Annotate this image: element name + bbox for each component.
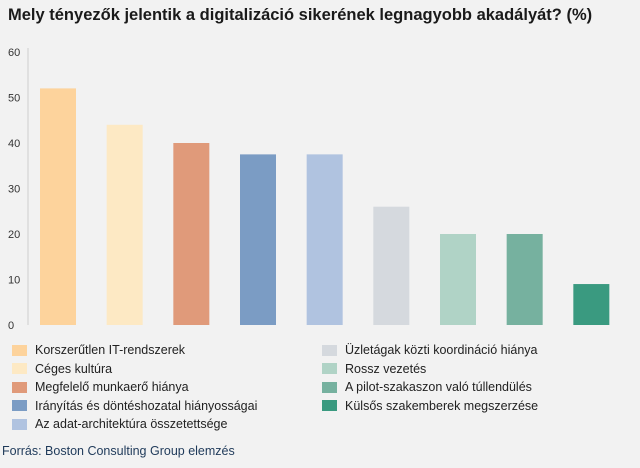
- legend-item: A pilot-szakaszon való túllendülés: [322, 380, 532, 394]
- legend-item: Üzletágak közti koordináció hiánya: [322, 343, 537, 357]
- legend-swatch: [12, 400, 27, 411]
- legend-item: Az adat-architektúra összetettsége: [12, 417, 227, 431]
- y-tick-label: 50: [8, 93, 20, 105]
- legend-item: Rossz vezetés: [322, 362, 426, 376]
- legend-item: Külsős szakemberek megszerzése: [322, 399, 538, 413]
- legend-item: Korszerűtlen IT-rendszerek: [12, 343, 185, 357]
- bar-8: [506, 234, 543, 325]
- legend-label: Irányítás és döntéshozatal hiányosságai: [35, 398, 258, 413]
- y-tick-label: 20: [8, 229, 20, 241]
- legend-swatch: [12, 363, 27, 374]
- y-tick-label: 30: [8, 184, 20, 196]
- legend-swatch: [12, 381, 27, 393]
- chart-title: Mely tényezők jelentik a digitalizáció s…: [8, 6, 593, 24]
- legend-swatch: [12, 418, 27, 430]
- source-note: Forrás: Boston Consulting Group elemzés: [2, 444, 235, 458]
- bar-5: [306, 154, 343, 325]
- bar-9: [573, 284, 610, 325]
- legend-swatch: [322, 381, 337, 393]
- legend-label: Üzletágak közti koordináció hiánya: [345, 343, 538, 357]
- bar-6: [373, 206, 410, 325]
- bar-1: [40, 88, 76, 326]
- legend-item: Megfelelő munkaerő hiánya: [12, 380, 189, 394]
- legend-label: Külsős szakemberek megszerzése: [345, 398, 539, 413]
- legend-item: Irányítás és döntéshozatal hiányosságai: [12, 399, 257, 413]
- legend-label: A pilot-szakaszon való túllendülés: [345, 380, 532, 394]
- legend-swatch: [322, 344, 337, 356]
- legend-swatch: [322, 363, 337, 374]
- legend-item: Céges kultúra: [12, 362, 112, 376]
- bar-4: [240, 154, 276, 325]
- legend-label: Rossz vezetés: [345, 361, 427, 376]
- chart-legend: Korszerűtlen IT-rendszerek Céges kultúra M…: [10, 343, 630, 438]
- legend-swatch: [12, 344, 27, 356]
- legend-label: Az adat-architektúra összetettsége: [35, 417, 228, 431]
- bar-3: [173, 143, 210, 325]
- legend-label: Céges kultúra: [35, 361, 113, 376]
- y-tick-label: 60: [8, 47, 20, 59]
- bar-7: [440, 234, 476, 325]
- legend-swatch: [322, 400, 337, 411]
- legend-label: Korszerűtlen IT-rendszerek: [35, 343, 186, 357]
- y-tick-label: 0: [8, 320, 14, 332]
- y-tick-label: 40: [8, 138, 20, 150]
- bar-chart: 0 10 20 30 40 50 60: [8, 47, 610, 332]
- bar-2: [106, 124, 143, 325]
- y-tick-label: 10: [8, 275, 20, 287]
- chart-area: 0 10 20 30 40 50 60: [0, 40, 640, 340]
- legend-label: Megfelelő munkaerő hiánya: [35, 380, 189, 394]
